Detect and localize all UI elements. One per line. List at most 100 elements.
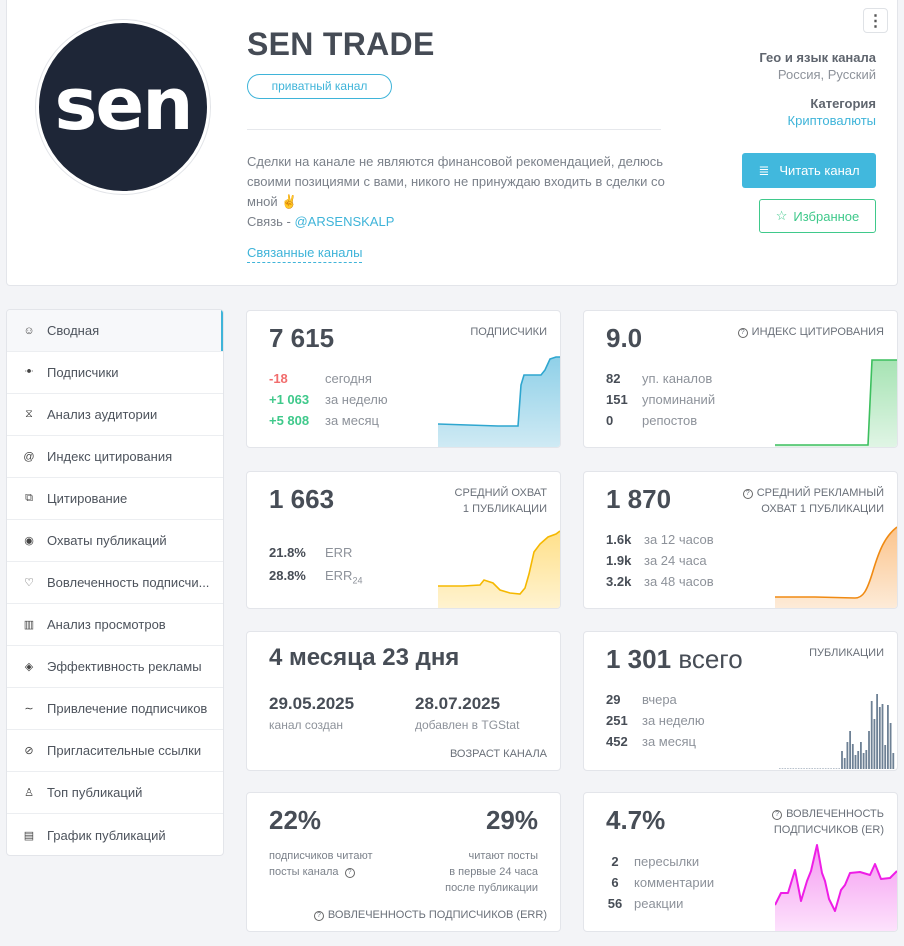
help-icon[interactable]: ?	[313, 911, 324, 921]
channel-age-card: 4 месяца 23 дня 29.05.2025 канал создан …	[246, 631, 561, 771]
err24-subscript: 24	[352, 575, 363, 586]
rocket-icon: ◈	[24, 661, 34, 673]
caption-line-2: 1 ПУБЛИКАЦИИ	[462, 503, 547, 515]
reposts-count: 0	[606, 413, 614, 428]
week-label: за неделю	[325, 392, 388, 407]
err-right-text: читают посты в первые 24 часа после публ…	[445, 848, 538, 896]
sidebar-item-8[interactable]: ◈ Эффективность рекламы	[7, 646, 223, 688]
subscribers-count: 7 615	[269, 323, 335, 353]
caption-line-2: ОХВАТ 1 ПУБЛИКАЦИИ	[761, 503, 884, 515]
ad-reach-stats: 1.6k за 12 часов 1.9k за 24 часа 3.2k за 48…	[606, 529, 714, 592]
sidebar-item-1[interactable]: ꔹ Подписчики	[7, 352, 223, 394]
caption-line-1: СРЕДНИЙ ОХВАТ	[454, 487, 547, 499]
publications-card[interactable]: 1 301 всего ПУБЛИКАЦИИ 29 вчера 251 за нед…	[583, 631, 898, 771]
sidebar-item-4[interactable]: ⧉ Цитирование	[7, 478, 223, 520]
created-label: канал создан	[269, 718, 344, 732]
sidebar-item-label: Анализ просмотров	[47, 617, 166, 632]
sidebar-item-6[interactable]: ♡ Вовлеченность подписчи...	[7, 562, 223, 604]
sidebar-item-0[interactable]: ☺ Сводная	[7, 310, 223, 352]
er-stats: 2 пересылки 6 комментарии 56 реакции	[606, 851, 714, 914]
citation-index-card[interactable]: 9.0 ? ИНДЕКС ЦИТИРОВАНИЯ 82 уп. каналов 15…	[583, 310, 898, 448]
related-channels-link[interactable]: Связанные каналы	[247, 245, 363, 263]
read-channel-button[interactable]: ≣ Читать канал	[742, 153, 876, 188]
help-icon[interactable]: ?	[737, 328, 748, 338]
reach-24h-value: 1.9k	[606, 553, 632, 568]
engagement-icon: ♡	[24, 577, 34, 589]
help-icon[interactable]: ?	[772, 810, 783, 820]
forwards-count: 2	[611, 854, 619, 869]
channel-title: SEN TRADE	[247, 26, 435, 62]
calendar-icon: ▤	[23, 829, 35, 842]
category-link[interactable]: Криптовалюты	[787, 113, 876, 128]
sidebar-item-label: Сводная	[47, 323, 100, 338]
more-menu-button[interactable]: ⋮	[863, 8, 888, 33]
sidebar-item-label: Вовлеченность подписчи...	[47, 575, 210, 590]
sidebar-item-11[interactable]: ♙ Топ публикаций	[7, 772, 223, 814]
week-delta: +1 063	[269, 392, 310, 407]
contact-link[interactable]: @ARSENSKALP	[294, 214, 395, 229]
mentions-count: 151	[606, 392, 628, 407]
trend-icon: ∼	[24, 703, 34, 715]
er-sparkline	[775, 844, 897, 931]
favorite-button[interactable]: ☆ Избранное	[759, 199, 876, 233]
subscribers-card[interactable]: 7 615 ПОДПИСЧИКИ -18 сегодня +1 063 за нед…	[246, 310, 561, 448]
er-card[interactable]: 4.7% ? ВОВЛЕЧЕННОСТЬ ПОДПИСЧИКОВ (ER) 2 пер…	[583, 792, 898, 932]
sidebar-item-10[interactable]: ⊘ Пригласительные ссылки	[7, 730, 223, 772]
publications-bar-chart	[779, 694, 895, 769]
users-icon: ꔹ	[24, 366, 34, 378]
sidebar-item-label: Подписчики	[47, 365, 119, 380]
publications-stats: 29 вчера 251 за неделю 452 за месяц	[606, 689, 705, 752]
channel-age-caption: ВОЗРАСТ КАНАЛА	[449, 748, 547, 760]
publications-suffix: всего	[678, 644, 743, 674]
forwards-label: пересылки	[634, 854, 700, 869]
citation-stats: 82 уп. каналов 151 упоминаний 0 репостов	[606, 368, 715, 431]
citation-caption: ? ИНДЕКС ЦИТИРОВАНИЯ	[737, 324, 884, 340]
reach-48h-value: 3.2k	[606, 574, 632, 589]
sidebar-item-3[interactable]: @ Индекс цитирования	[7, 436, 223, 478]
err-left-text: подписчиков читают посты канала ?	[269, 848, 373, 880]
help-icon[interactable]: ?	[344, 868, 355, 878]
sidebar-item-7[interactable]: ▥ Анализ просмотров	[7, 604, 223, 646]
sidebar-item-label: Индекс цитирования	[47, 449, 173, 464]
avg-reach-caption: СРЕДНИЙ ОХВАТ 1 ПУБЛИКАЦИИ	[455, 485, 547, 517]
added-label: добавлен в TGStat	[415, 718, 520, 732]
err-value: 21.8%	[269, 545, 306, 560]
divider	[247, 129, 661, 130]
help-icon[interactable]: ?	[742, 489, 753, 499]
month-label: за месяц	[642, 734, 696, 749]
yesterday-label: вчера	[642, 692, 677, 707]
hourglass-icon: ⧖	[25, 408, 33, 420]
sidebar-item-label: Привлечение подписчиков	[47, 701, 208, 716]
sidebar-item-label: Цитирование	[47, 491, 128, 506]
comments-label: комментарии	[634, 875, 715, 890]
sidebar-item-12[interactable]: ▤ График публикаций	[7, 814, 223, 855]
citation-caption-text: ИНДЕКС ЦИТИРОВАНИЯ	[751, 326, 884, 338]
comments-count: 6	[611, 875, 619, 890]
sidebar-item-2[interactable]: ⧖ Анализ аудитории	[7, 394, 223, 436]
description-text: Сделки на канале не являются финансовой …	[247, 154, 665, 209]
err-card[interactable]: 22% 29% подписчиков читают посты канала …	[246, 792, 561, 932]
err-left-line-2: посты канала	[269, 866, 339, 878]
sidebar-item-label: Пригласительные ссылки	[47, 743, 202, 758]
sidebar-item-label: Топ публикаций	[47, 785, 143, 800]
err-right-line-2: в первые 24 часа	[449, 866, 538, 878]
sidebar-item-label: График публикаций	[47, 827, 166, 843]
ad-reach-value: 1 870	[606, 484, 672, 514]
sidebar-item-9[interactable]: ∼ Привлечение подписчиков	[7, 688, 223, 730]
month-delta: +5 808	[269, 413, 310, 428]
contact-label: Связь -	[247, 214, 295, 229]
sidebar-item-5[interactable]: ◉ Охваты публикаций	[7, 520, 223, 562]
avg-reach-card[interactable]: 1 663 СРЕДНИЙ ОХВАТ 1 ПУБЛИКАЦИИ 21.8% ERR…	[246, 471, 561, 609]
reactions-count: 56	[607, 896, 623, 911]
today-delta: -18	[269, 371, 288, 386]
caption-line-1: ВОВЛЕЧЕННОСТЬ	[786, 808, 884, 820]
eye-icon: ◉	[24, 535, 34, 547]
ad-reach-card[interactable]: 1 870 ? СРЕДНИЙ РЕКЛАМНЫЙ ОХВАТ 1 ПУБЛИКАЦ…	[583, 471, 898, 609]
channels-label: уп. каналов	[642, 371, 713, 386]
private-badge: приватный канал	[247, 74, 392, 99]
reach-sparkline	[438, 530, 560, 608]
ad-reach-sparkline	[775, 526, 897, 608]
publications-total: 1 301 всего	[606, 644, 743, 675]
bar-chart-icon: ▥	[23, 619, 35, 631]
read-channel-label: Читать канал	[779, 163, 860, 178]
